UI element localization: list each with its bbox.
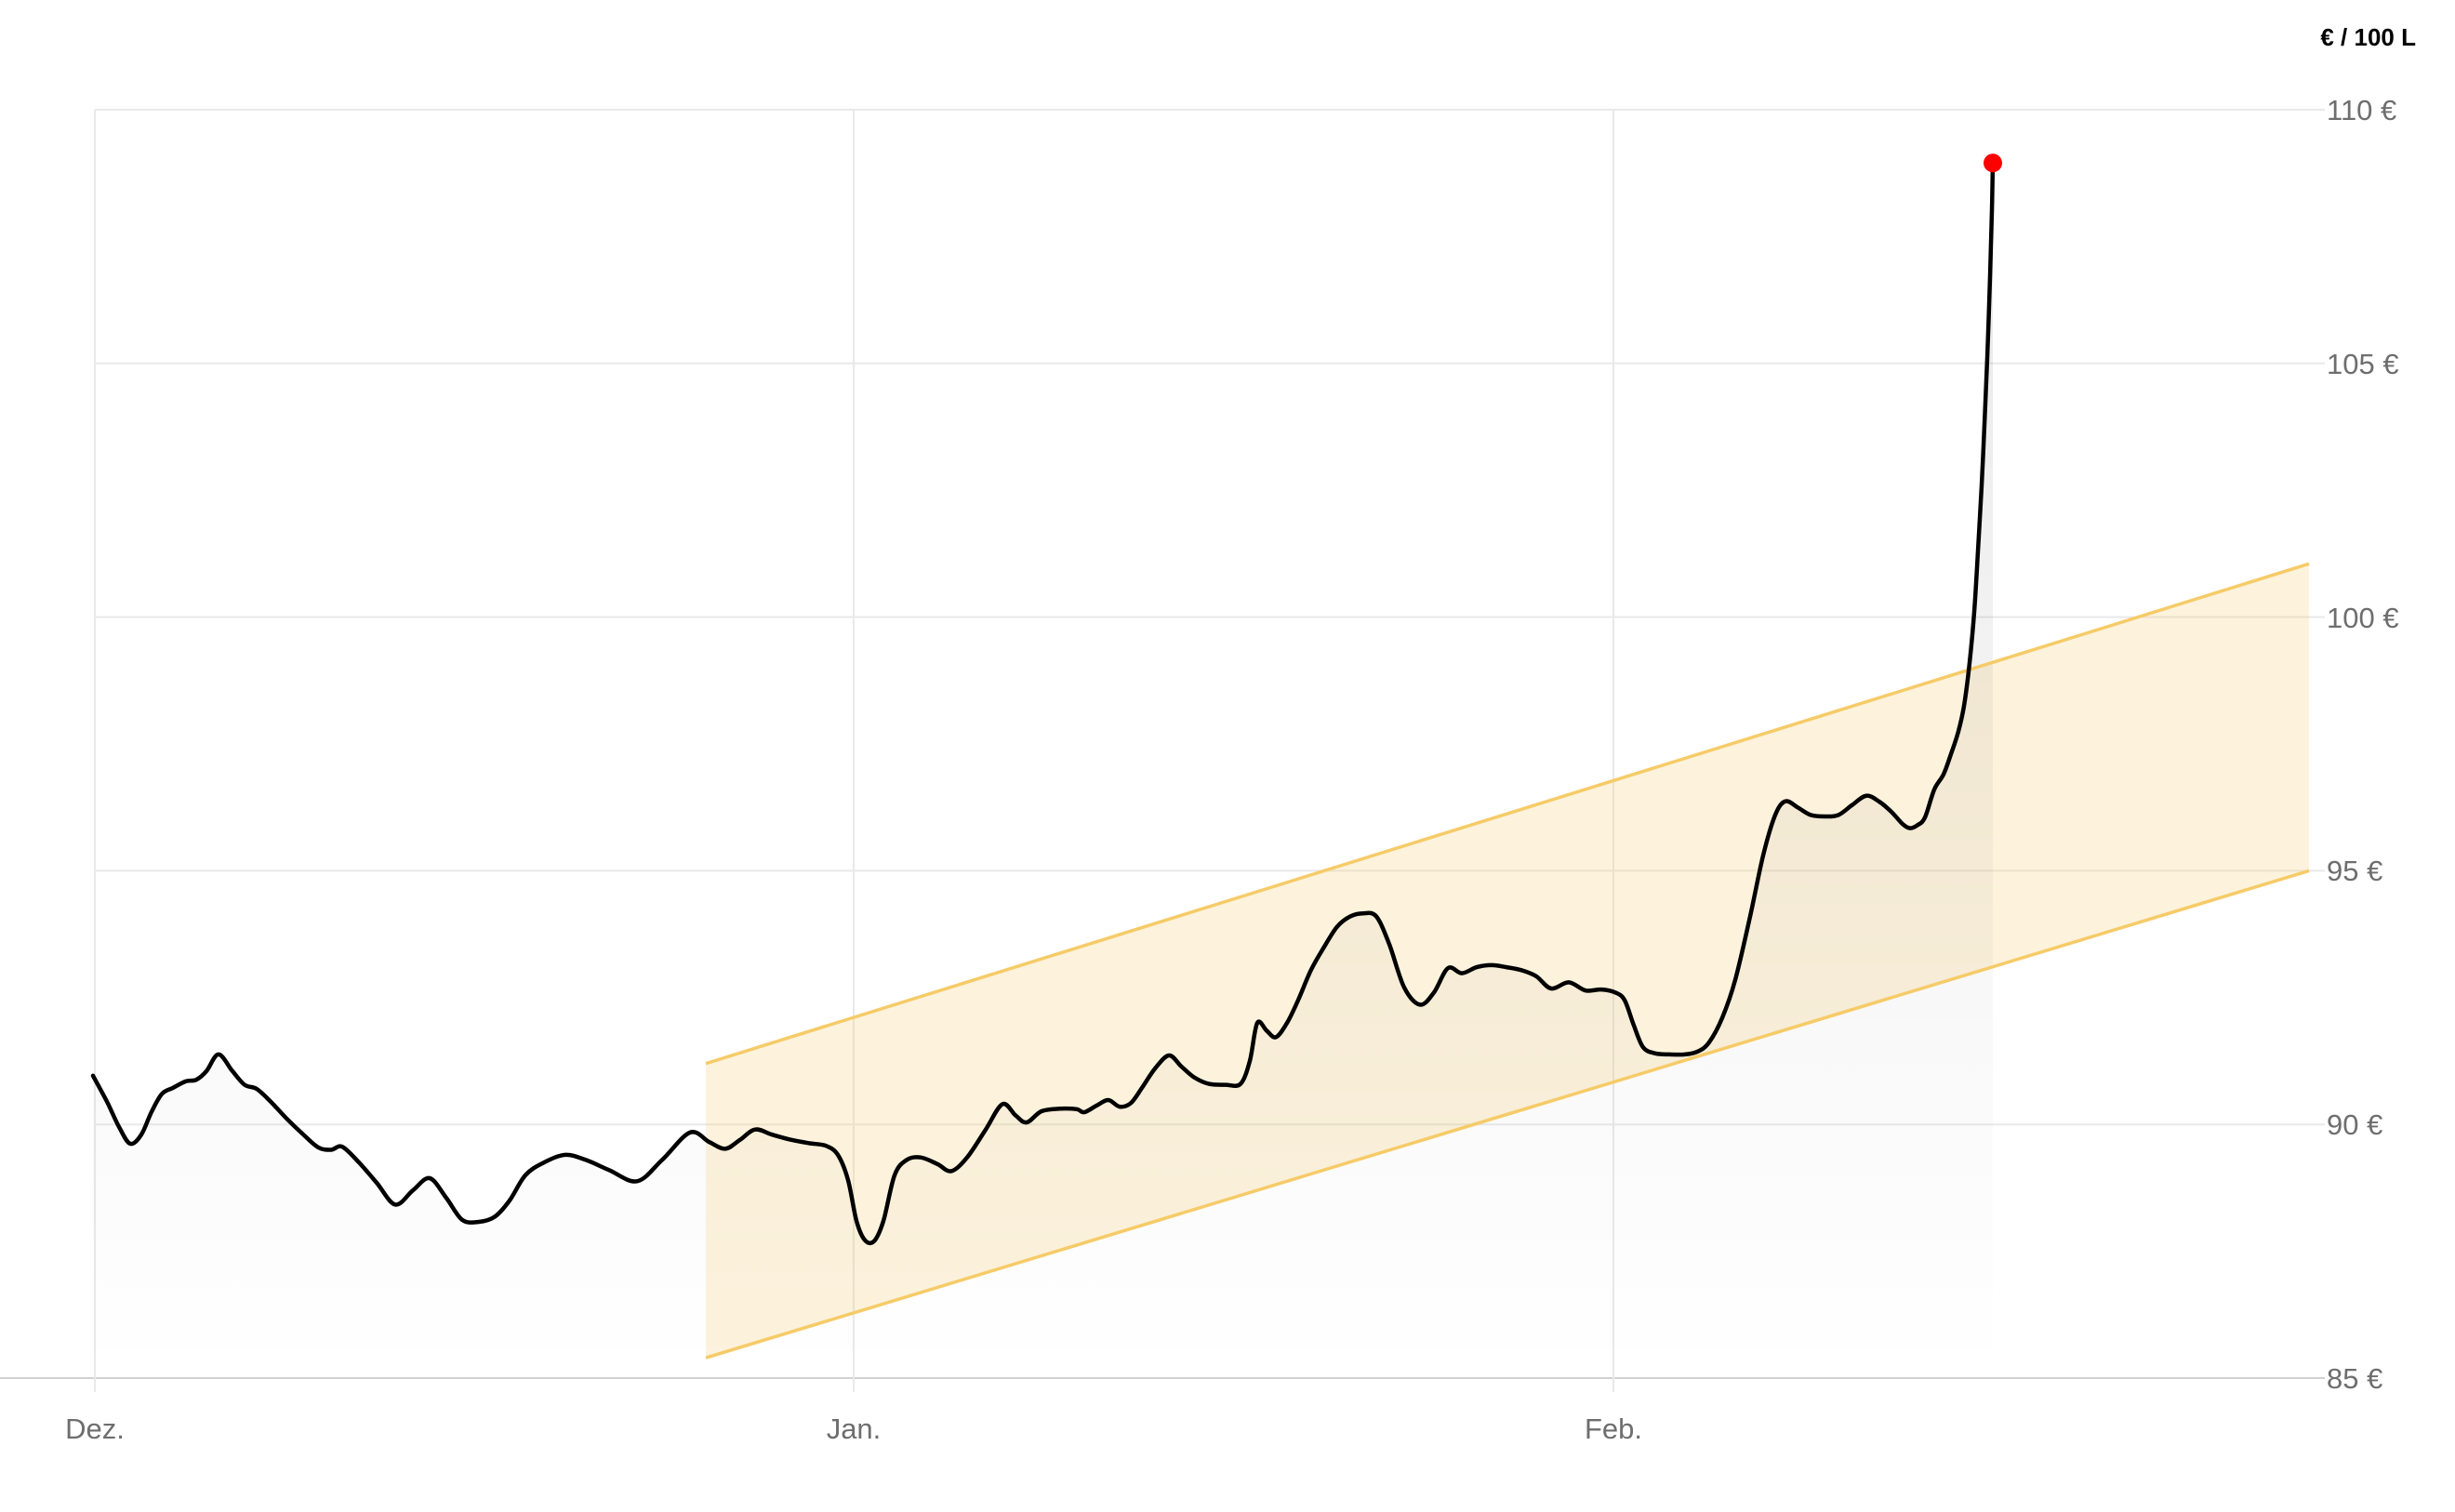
y-axis-tick-label: 110 € — [2327, 94, 2397, 126]
latest-price-marker — [1984, 153, 2002, 173]
y-axis-unit-label: € / 100 L — [2320, 23, 2416, 51]
trend-channel-lower-border — [705, 869, 2310, 1359]
y-axis-tick-label: 95 € — [2327, 855, 2383, 888]
x-axis-tick-label: Jan. — [826, 1413, 882, 1445]
x-axis-tick-label: Feb. — [1584, 1413, 1643, 1445]
y-axis-tick-label: 100 € — [2327, 601, 2399, 634]
price-line — [90, 161, 1996, 1246]
y-axis-tick-label: 90 € — [2327, 1108, 2383, 1142]
gridlines — [0, 109, 2325, 1392]
y-axis-tick-label: 105 € — [2327, 347, 2399, 380]
price-area-fill — [93, 163, 1993, 1378]
trend-channel-upper-border — [705, 562, 2310, 1066]
y-axis-tick-label: 85 € — [2327, 1362, 2383, 1395]
x-axis-tick-label: Dez. — [65, 1413, 125, 1445]
